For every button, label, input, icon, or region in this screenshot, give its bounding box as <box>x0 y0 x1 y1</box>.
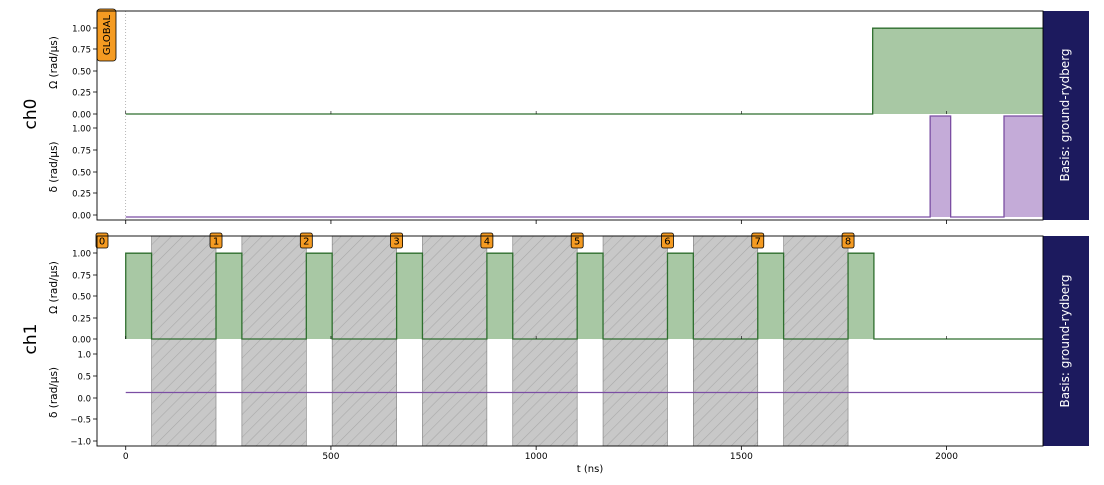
ch1-target-label: 0 <box>99 237 105 248</box>
ch0-delta-series-line <box>125 115 1043 218</box>
ch1-target-box <box>95 232 109 249</box>
ch0d-ytick-label: 0.50 <box>72 169 91 179</box>
ch1d-ytick-label: 0.0 <box>77 395 91 405</box>
ch0-omega-panel: 0.00 0.25 0.50 0.75 1.00 Ω (rad/µs) GLOBAL <box>48 8 1043 220</box>
ch0d-ylabel: δ (rad/µs) <box>48 141 60 192</box>
channel-1-group: ch1 0.00 0.25 0.50 0.75 1.00 Ω (rad/µs) 0 1 2 3 4 5… <box>21 232 1089 448</box>
ch0-label: ch0 <box>21 99 41 130</box>
ch1-delta-panel: 1.0 0.5 0.0 −0.5 −1.0 δ (rad/µs) <box>48 351 1043 448</box>
ch1-basis-label: Basis: ground-rydberg <box>1058 274 1072 407</box>
ch1o-ytick-label: 0.50 <box>72 293 91 303</box>
ch1o-ytick-label: 0.75 <box>72 272 91 282</box>
ch1-hatched-interval <box>602 235 668 447</box>
ch1-target-box <box>390 232 404 249</box>
ch0d-ytick-label: 0.25 <box>72 190 91 200</box>
ch1-target-box <box>209 232 223 249</box>
ch0-omega-series-area <box>125 28 1043 115</box>
ch0-target-label: GLOBAL <box>102 15 113 56</box>
ch1-target-label: 7 <box>755 237 761 248</box>
x-tick-label: 2000 <box>935 452 958 462</box>
ch0d-ytick-label: 0.75 <box>72 147 91 157</box>
ch1d-ytick-label: −0.5 <box>70 416 91 426</box>
ch0o-ytick-label: 1.00 <box>72 25 91 35</box>
ch1-omega-series-area <box>125 253 1043 339</box>
ch1-basis-box <box>1043 236 1089 446</box>
ch1-hatched-interval <box>331 235 397 447</box>
ch1-hatched-interval <box>422 235 488 447</box>
ch0o-ytick-label: 0.50 <box>72 68 91 78</box>
x-tick-label: 1500 <box>730 452 753 462</box>
x-tick-label: 1000 <box>525 452 548 462</box>
ch1-target-box <box>661 232 674 249</box>
ch1-target-label: 3 <box>393 237 399 248</box>
ch0o-ytick-label: 0.25 <box>72 89 91 99</box>
ch1-hatched-interval <box>151 235 217 447</box>
ch1o-ylabel: Ω (rad/µs) <box>48 261 60 314</box>
ch1d-ytick-label: 1.0 <box>77 351 91 361</box>
ch0o-ytick-label: 0.75 <box>72 46 91 56</box>
ch1-target-label: 5 <box>574 237 580 248</box>
ch1-hatched-interval <box>783 235 849 447</box>
ch1-target-box <box>299 232 313 249</box>
channel-0-group: ch0 0.00 0.25 0.50 0.75 1.00 Ω (rad/µs) GLOBAL… <box>21 8 1089 222</box>
ch0-omega-series-line <box>125 27 1043 115</box>
ch1-target-box <box>570 232 584 249</box>
ch0o-ytick-label: 0.00 <box>72 111 91 121</box>
ch1-omega-panel: 0.00 0.25 0.50 0.75 1.00 Ω (rad/µs) 0 1 2 3 4 5 6 7 8 <box>48 232 1043 447</box>
ch1-target-label: 4 <box>484 237 490 248</box>
ch1d-ylabel: δ (rad/µs) <box>48 367 60 418</box>
ch0-frame <box>96 10 1044 221</box>
ch1-target-label: 6 <box>664 237 670 248</box>
ch1-target-box <box>751 232 765 249</box>
ch1o-ytick-label: 0.25 <box>72 315 91 325</box>
ch1-target-box <box>841 232 855 249</box>
ch1-hatched-interval <box>512 235 578 447</box>
ch1-hatched-interval <box>241 235 307 447</box>
ch1-target-label: 2 <box>303 237 309 248</box>
ch0-delta-series-area <box>125 116 1043 217</box>
ch1-target-label: 8 <box>845 237 851 248</box>
ch0-basis-label: Basis: ground-rydberg <box>1058 48 1072 181</box>
ch0-delta-panel: 0.00 0.25 0.50 0.75 1.00 δ (rad/µs) <box>48 115 1043 222</box>
ch1-target-box <box>480 232 494 249</box>
x-axis-label: t (ns) <box>577 464 604 475</box>
x-tick-label: 500 <box>322 452 339 462</box>
ch1o-ytick-label: 0.00 <box>72 336 91 346</box>
x-axis: 0 500 1000 1500 2000 <box>96 10 1044 462</box>
ch0o-ylabel: Ω (rad/µs) <box>48 36 60 89</box>
ch1-target-label: 1 <box>213 237 219 248</box>
ch1-label: ch1 <box>21 324 41 355</box>
ch1-omega-series-line <box>125 252 1043 340</box>
x-tick-label: 0 <box>123 452 129 462</box>
ch1d-ytick-label: −1.0 <box>70 438 91 448</box>
ch1o-ytick-label: 1.00 <box>72 250 91 260</box>
ch0-basis-box <box>1043 11 1089 220</box>
ch0d-ytick-label: 1.00 <box>72 125 91 135</box>
ch1-hatched-interval <box>693 235 759 447</box>
ch1d-ytick-label: 0.5 <box>77 373 91 383</box>
ch1-frame <box>96 235 1044 447</box>
ch0d-ytick-label: 0.00 <box>72 212 91 222</box>
